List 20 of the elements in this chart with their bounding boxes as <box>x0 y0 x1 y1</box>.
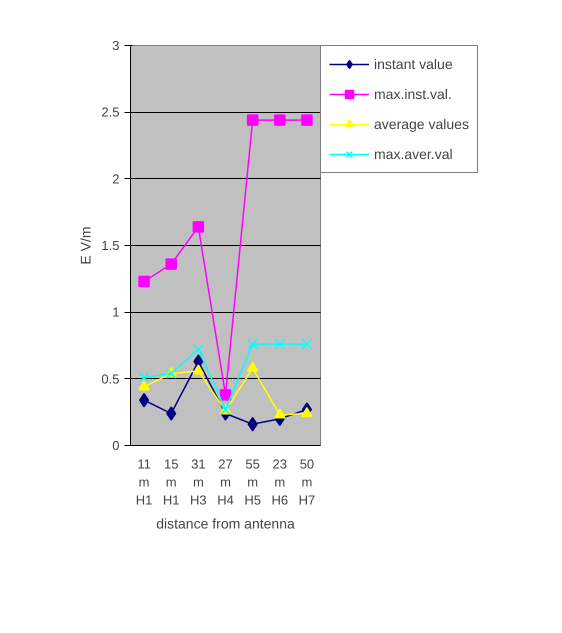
x-tick-label: 15 m H1 <box>162 456 180 508</box>
y-tick-label: 1 <box>112 304 120 320</box>
y-tick-label: 2 <box>112 171 120 186</box>
x-axis-title: distance from antenna <box>156 516 295 532</box>
y-axis-title: E V/m <box>77 226 94 265</box>
x-tick-label: 11 m H1 <box>136 456 152 508</box>
legend-label: max.inst.val. <box>374 86 452 102</box>
legend-label: instant value <box>374 56 453 72</box>
x-tick-label: 50 m H7 <box>298 456 316 508</box>
y-tick-label: 0.5 <box>101 371 120 386</box>
x-tick-label: 55 m H5 <box>244 456 261 508</box>
x-tick-label: 27 m H4 <box>217 456 234 508</box>
y-tick-label: 1.5 <box>101 238 120 253</box>
x-tick-label: 31 m H3 <box>190 456 207 508</box>
y-tick-label: 2.5 <box>101 104 120 120</box>
legend-label: average values <box>374 116 469 132</box>
y-tick-label: 3 <box>112 38 120 53</box>
legend-label: max.aver.val <box>374 146 453 162</box>
y-tick-label: 0 <box>112 438 120 453</box>
x-tick-label: 23 m H6 <box>271 456 288 508</box>
